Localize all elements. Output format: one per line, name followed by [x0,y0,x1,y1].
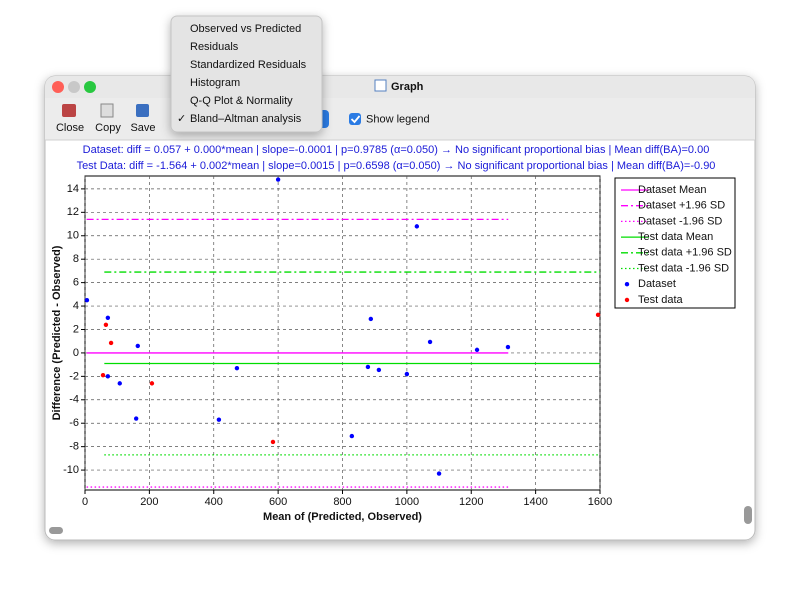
point [149,381,155,386]
point [474,347,480,353]
dropdown-menu [170,15,323,133]
x-tick-label: 1600 [588,496,612,508]
y-tick-label: -4 [69,394,79,406]
legend-swatch [624,297,630,303]
annotation: Dataset: diff = 0.057 + 0.000*mean | slo… [83,144,710,156]
point [234,365,240,371]
point [135,343,140,349]
point [105,374,111,379]
legend-label: Test data +1.96 SD [638,247,732,259]
point [105,315,111,320]
y-tick-label: -6 [69,417,79,429]
point [216,417,222,422]
point [108,340,114,346]
x-tick-label: 200 [140,496,158,508]
point [368,316,374,322]
x-tick-label: 1000 [395,496,419,508]
toolbar-button-label[interactable]: Save [130,122,155,134]
legend-label: Dataset [638,278,676,290]
toolbar-button-label[interactable]: Copy [95,122,121,134]
menu-item[interactable]: Histogram [190,77,240,89]
x-axis-label: Mean of (Predicted, Observed) [263,511,422,523]
point [436,471,442,476]
menu-item[interactable]: Q-Q Plot & Normality [190,95,293,107]
toolbar-button-label[interactable]: Close [56,122,84,134]
point [275,177,281,182]
checkbox-label: Show legend [366,113,430,125]
menu-item[interactable]: Observed vs Predicted [190,23,301,35]
y-tick-label: 8 [73,253,79,265]
legend-checkbox[interactable] [349,113,361,125]
legend-label: Dataset Mean [638,184,706,196]
legend-swatch [624,282,630,287]
y-tick-label: 2 [73,323,79,335]
point [100,372,106,378]
point [365,364,371,370]
h-scroll-thumb[interactable] [49,527,63,534]
point [404,371,410,377]
y-axis-label: Difference (Predicted - Observed) [51,245,63,420]
point [414,224,420,229]
menu-item[interactable]: Residuals [190,41,239,53]
point [270,439,276,445]
legend-label: Test data [638,294,684,306]
x-tick-label: 1200 [459,496,483,508]
window-icon [374,79,387,92]
x-tick-label: 800 [333,496,351,508]
annotation: Test Data: diff = -1.564 + 0.002*mean | … [77,160,716,172]
x-tick-label: 0 [82,496,88,508]
y-tick-label: -2 [69,370,79,382]
close-window[interactable] [52,81,64,93]
y-tick-label: 14 [67,183,79,195]
x-tick-label: 600 [269,496,287,508]
window-title: Graph [391,81,424,93]
point [84,297,90,303]
save-icon[interactable] [136,104,149,117]
point [103,322,109,327]
y-tick-label: 10 [67,230,79,242]
point [117,381,122,386]
y-tick-label: -8 [69,441,79,453]
zoom-window[interactable] [84,81,96,93]
copy-icon[interactable] [100,103,114,118]
point [349,433,355,439]
menu-item[interactable]: Standardized Residuals [190,59,307,71]
point [505,344,511,350]
legend-label: Dataset +1.96 SD [638,200,725,212]
y-tick-label: -10 [63,464,79,476]
y-tick-label: 6 [73,277,79,289]
menu-check: ✓ [177,113,186,125]
x-tick-label: 1400 [523,496,547,508]
legend [614,177,736,309]
checkbox-tick [350,115,361,124]
y-tick-label: 0 [73,347,79,359]
point [376,367,382,373]
toolbar [45,98,755,140]
point [595,312,601,318]
legend-label: Test data Mean [638,231,713,243]
legend-label: Test data -1.96 SD [638,262,729,274]
point [427,339,433,345]
x-tick-label: 400 [205,496,223,508]
y-tick-label: 4 [73,300,79,312]
point [133,416,139,421]
legend-label: Dataset -1.96 SD [638,215,722,227]
v-scroll-thumb[interactable] [744,506,752,524]
y-tick-label: 12 [67,206,79,218]
minimize-window[interactable] [68,81,80,93]
menu-item[interactable]: Bland–Altman analysis [190,113,302,125]
close-icon[interactable] [62,104,76,117]
